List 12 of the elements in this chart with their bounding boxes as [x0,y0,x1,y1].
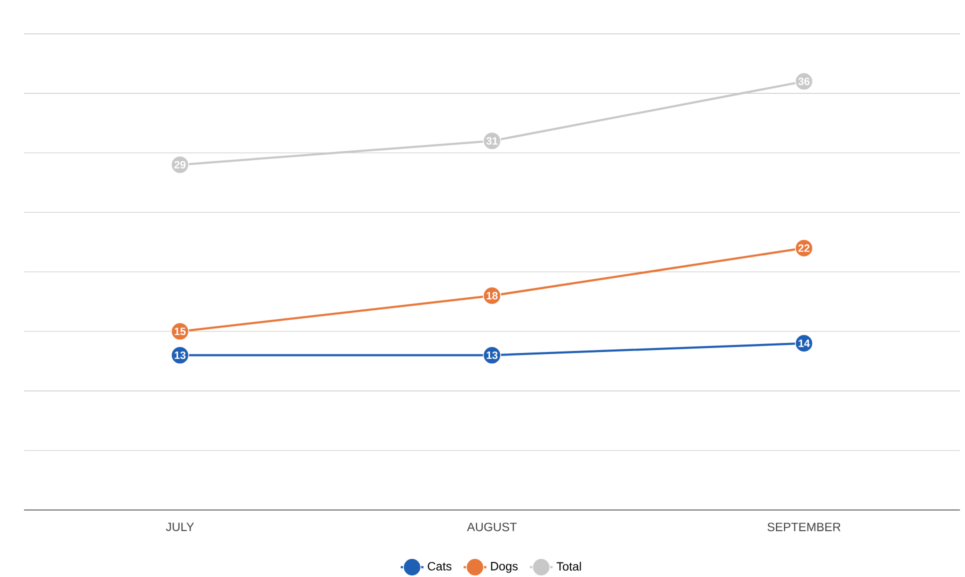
x-tick-label: AUGUST [467,522,517,532]
data-label: 18 [486,292,498,300]
legend-label: Total [556,562,581,571]
x-tick-label: JULY [166,522,194,532]
legend-label: Dogs [491,562,518,573]
data-label: 22 [798,244,810,252]
data-label: 14 [798,340,810,347]
data-label: 15 [174,328,186,336]
legend-label: Cats [428,562,452,570]
data-label: 13 [486,351,498,360]
data-label: 13 [174,351,186,360]
x-tick-label: SEPTEMBER [768,522,840,532]
